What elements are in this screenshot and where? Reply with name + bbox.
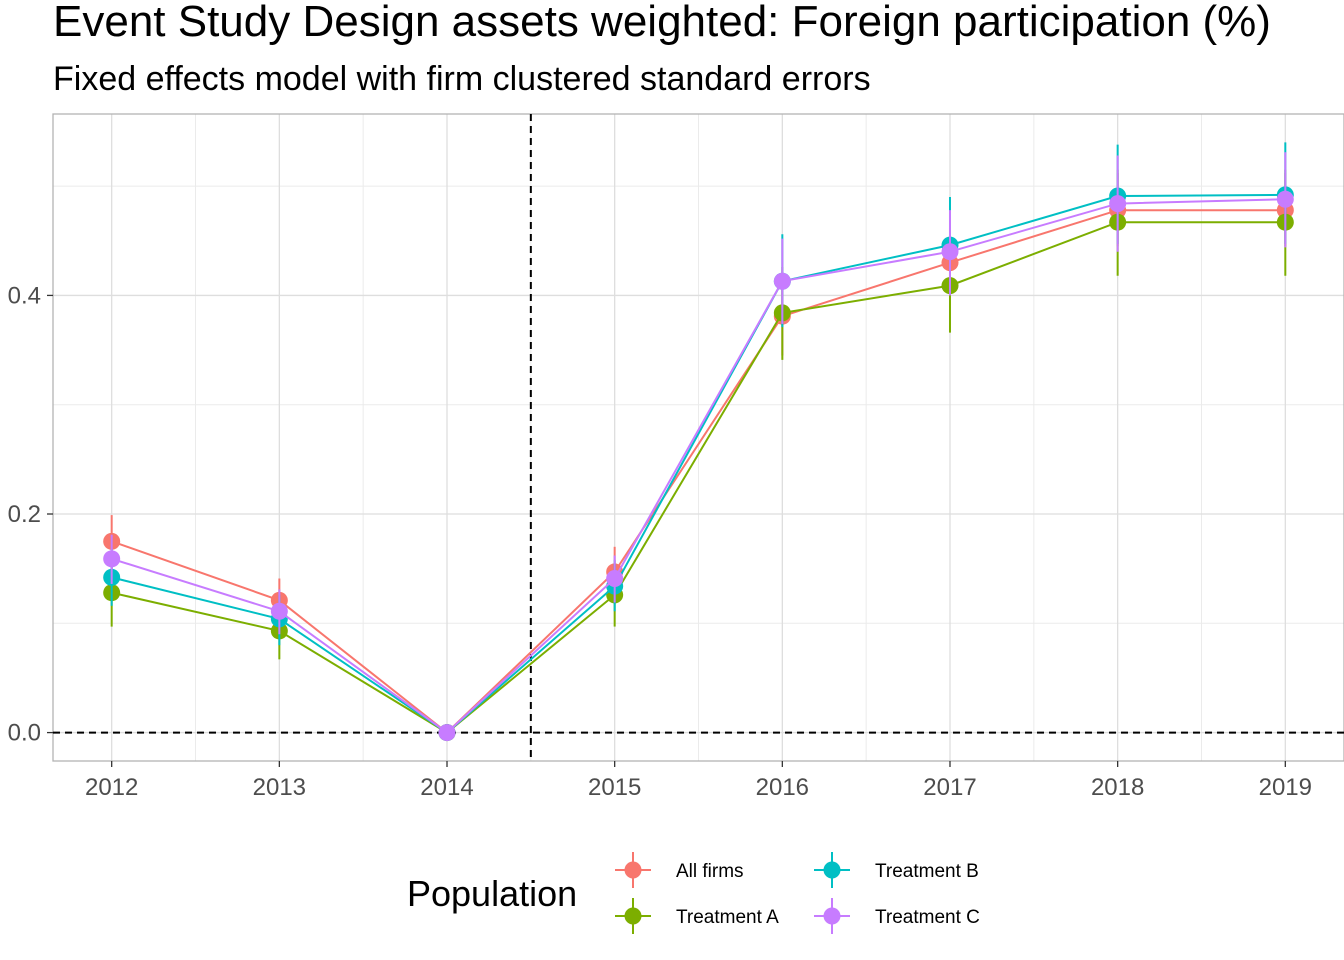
legend-key-point	[823, 861, 841, 879]
data-point	[606, 569, 624, 587]
plot-panel: 0.0 0.2 0.4 2012 2013 2014 2015 2016 2017 2018 201…	[8, 113, 1344, 801]
data-point	[941, 243, 959, 261]
x-tick-label: 2019	[1259, 774, 1312, 801]
data-point	[270, 602, 288, 620]
series-line	[111, 198, 1286, 734]
legend-key-treatment-c: Treatment C	[814, 898, 980, 934]
x-tick-label: 2013	[253, 774, 306, 801]
y-tick-label: 0.4	[8, 282, 41, 309]
panel-border	[52, 113, 1344, 762]
legend-label: Treatment C	[875, 907, 980, 928]
legend: Population All firms Treatment A Treatment …	[407, 852, 980, 934]
legend-key-point	[624, 907, 642, 925]
x-tick-label: 2017	[923, 774, 976, 801]
x-tick-label: 2018	[1091, 774, 1144, 801]
y-tick-label: 0.2	[8, 501, 41, 528]
chart-subtitle: Fixed effects model with firm clustered …	[53, 60, 871, 98]
x-tick-label: 2014	[420, 774, 473, 801]
series-line	[111, 209, 1286, 734]
chart-title: Event Study Design assets weighted: Fore…	[53, 0, 1271, 46]
legend-label: Treatment B	[875, 861, 979, 882]
legend-label: Treatment A	[676, 907, 779, 928]
legend-key-point	[823, 907, 841, 925]
legend-key-treatment-b: Treatment B	[814, 852, 979, 888]
legend-label: All firms	[676, 861, 744, 882]
data-point	[773, 272, 791, 290]
y-tick-label: 0.0	[8, 720, 41, 747]
data-point	[1109, 195, 1127, 213]
legend-title: Population	[407, 873, 577, 914]
legend-key-treatment-a: Treatment A	[615, 898, 779, 934]
series-line	[111, 221, 1286, 734]
x-tick-label: 2015	[588, 774, 641, 801]
series-treatment-c	[103, 152, 1294, 742]
x-tick-label: 2016	[756, 774, 809, 801]
legend-key-point	[624, 861, 642, 879]
legend-key-all-firms: All firms	[615, 852, 744, 888]
data-point	[103, 550, 121, 568]
series-line	[111, 193, 1286, 734]
x-tick-label: 2012	[85, 774, 138, 801]
data-point	[1276, 190, 1294, 208]
data-point	[438, 724, 456, 742]
